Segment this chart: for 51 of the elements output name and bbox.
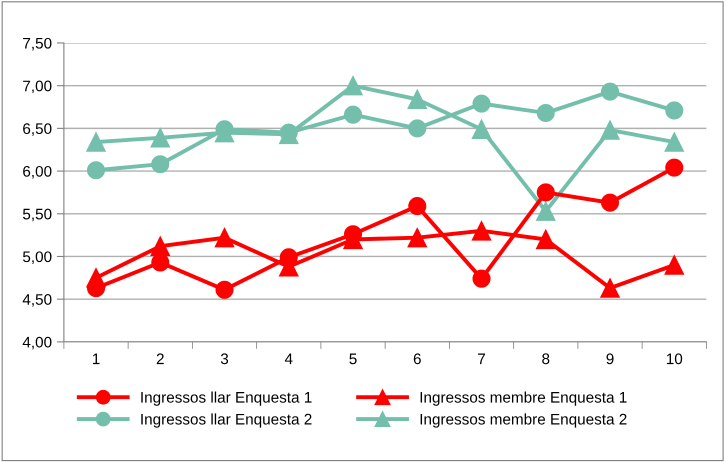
point — [600, 120, 620, 140]
y-tick-label: 7,00 — [23, 80, 52, 94]
point — [536, 230, 556, 250]
point — [215, 280, 234, 299]
x-tick-label: 9 — [606, 353, 614, 364]
point — [472, 94, 491, 113]
y-tick-label: 6,00 — [23, 166, 52, 179]
x-tick-label: 5 — [349, 354, 357, 364]
point — [536, 183, 555, 202]
legend-label: Ingressos membre Enquesta 1 — [420, 392, 627, 406]
point — [472, 270, 491, 288]
y-tick-label: 7,50 — [23, 38, 52, 50]
legend-label: Ingressos membre Enquesta 2 — [420, 413, 627, 428]
point — [472, 120, 492, 139]
point — [600, 278, 620, 298]
point — [408, 90, 427, 110]
point — [408, 119, 426, 138]
point — [344, 106, 362, 124]
y-tick-label: 5,00 — [22, 251, 52, 264]
x-tick-label: 8 — [542, 353, 550, 364]
point — [343, 76, 363, 96]
x-tick-label: 3 — [220, 353, 228, 364]
point — [536, 104, 555, 122]
x-tick-label: 4 — [284, 354, 293, 364]
point — [150, 128, 170, 148]
point — [600, 194, 620, 212]
y-tick-label: 5,50 — [22, 208, 52, 222]
point — [665, 158, 684, 177]
legend-label: Ingressos llar Enquesta 1 — [141, 392, 312, 406]
point — [536, 201, 556, 221]
point — [408, 197, 426, 216]
point — [408, 228, 427, 248]
point — [600, 82, 620, 101]
point — [664, 255, 684, 275]
x-tick-label: 10 — [666, 353, 682, 364]
x-tick-label: 7 — [478, 354, 485, 364]
x-tick-label: 1 — [92, 354, 100, 364]
point — [665, 101, 684, 120]
legend-label: Ingressos llar Enquesta 2 — [141, 413, 312, 428]
point — [214, 228, 234, 248]
x-tick-label: 2 — [156, 353, 164, 364]
y-tick-label: 4,50 — [22, 294, 52, 307]
point — [472, 221, 492, 241]
point — [86, 132, 106, 152]
y-tick-label: 6,50 — [23, 123, 52, 136]
x-tick-label: 6 — [414, 353, 421, 364]
point — [664, 132, 684, 152]
point — [86, 161, 106, 180]
point — [150, 236, 170, 256]
point — [151, 155, 170, 174]
y-tick-label: 4,00 — [22, 336, 52, 350]
